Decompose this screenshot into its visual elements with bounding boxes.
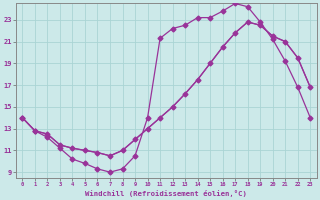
X-axis label: Windchill (Refroidissement éolien,°C): Windchill (Refroidissement éolien,°C): [85, 190, 247, 197]
